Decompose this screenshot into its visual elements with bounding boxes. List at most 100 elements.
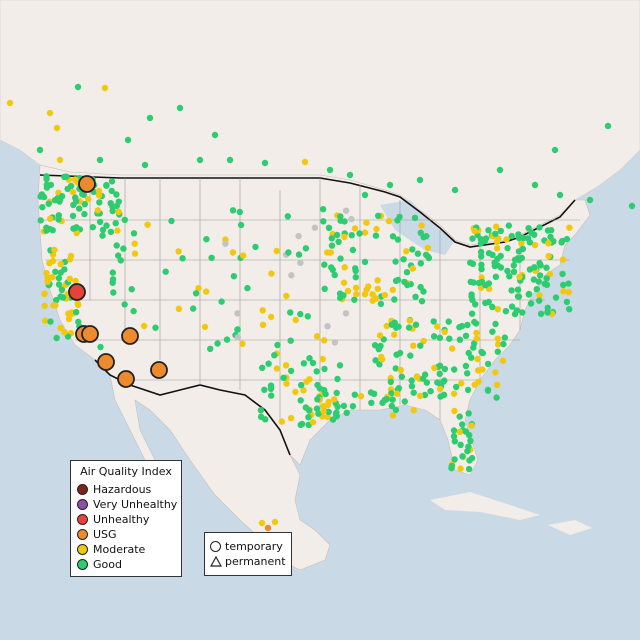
monitor-point[interactable]	[408, 377, 415, 384]
monitor-point[interactable]	[353, 291, 360, 298]
monitor-point[interactable]	[211, 131, 219, 139]
monitor-point[interactable]	[304, 313, 311, 320]
monitor-point[interactable]	[259, 321, 267, 328]
monitor-point[interactable]	[223, 336, 231, 343]
monitor-point[interactable]	[468, 422, 475, 429]
monitor-point[interactable]	[58, 193, 66, 200]
monitor-point[interactable]	[121, 216, 128, 224]
monitor-point[interactable]	[453, 383, 460, 391]
monitor-point[interactable]	[411, 214, 419, 221]
monitor-point[interactable]	[75, 318, 82, 326]
monitor-point[interactable]	[478, 253, 485, 260]
monitor-point[interactable]	[423, 379, 430, 386]
monitor-point[interactable]	[295, 251, 303, 258]
monitor-point[interactable]	[36, 146, 44, 154]
monitor-point[interactable]	[108, 187, 115, 195]
monitor-point[interactable]	[467, 278, 474, 286]
monitor-point[interactable]	[508, 287, 515, 294]
monitor-point[interactable]	[559, 256, 567, 263]
monitor-point[interactable]	[321, 285, 328, 292]
monitor-point[interactable]	[305, 414, 312, 421]
monitor-point[interactable]	[287, 337, 294, 344]
monitor-point[interactable]	[565, 280, 572, 287]
monitor-point[interactable]	[450, 427, 458, 434]
monitor-point[interactable]	[586, 196, 594, 204]
monitor-point[interactable]	[375, 212, 382, 219]
monitor-point[interactable]	[63, 173, 70, 180]
monitor-point[interactable]	[261, 159, 269, 167]
monitor-point[interactable]	[259, 307, 266, 314]
monitor-point[interactable]	[543, 281, 551, 288]
monitor-point[interactable]	[343, 409, 350, 416]
monitor-point[interactable]	[53, 124, 61, 132]
monitor-point[interactable]	[469, 296, 476, 303]
monitor-point[interactable]	[265, 360, 272, 367]
monitor-point[interactable]	[64, 185, 71, 193]
monitor-point[interactable]	[336, 362, 344, 369]
monitor-point[interactable]	[394, 236, 402, 243]
monitor-point[interactable]	[208, 254, 215, 261]
monitor-point[interactable]	[409, 246, 416, 253]
monitor-point[interactable]	[40, 193, 48, 201]
monitor-point[interactable]	[340, 292, 347, 299]
monitor-point[interactable]	[340, 402, 348, 410]
monitor-point[interactable]	[244, 284, 251, 292]
monitor-point[interactable]	[418, 222, 425, 229]
monitor-point[interactable]	[43, 175, 50, 183]
monitor-point[interactable]	[537, 310, 545, 317]
monitor-point[interactable]	[300, 360, 308, 367]
monitor-point[interactable]	[410, 342, 417, 349]
monitor-point[interactable]	[465, 465, 473, 473]
monitor-point[interactable]	[416, 176, 424, 184]
monitor-point[interactable]	[531, 231, 538, 238]
monitor-point[interactable]	[533, 286, 540, 293]
monitor-point[interactable]	[374, 285, 381, 292]
monitor-point[interactable]	[412, 321, 420, 328]
monitor-point[interactable]	[363, 286, 370, 293]
monitor-point[interactable]	[196, 156, 204, 164]
monitor-point[interactable]	[560, 288, 567, 295]
monitor-point[interactable]	[371, 342, 379, 349]
monitor-point[interactable]	[222, 240, 229, 247]
monitor-point[interactable]	[334, 403, 341, 410]
monitor-point[interactable]	[450, 433, 458, 440]
monitor-point[interactable]	[551, 146, 559, 154]
monitor-point[interactable]	[321, 261, 328, 268]
monitor-point[interactable]	[478, 348, 485, 356]
monitor-point[interactable]	[420, 337, 427, 345]
monitor-point[interactable]	[229, 207, 237, 214]
monitor-point[interactable]	[230, 273, 238, 280]
monitor-point[interactable]	[547, 233, 554, 241]
monitor-point[interactable]	[39, 204, 46, 211]
monitor-point[interactable]	[372, 357, 379, 364]
monitor-point[interactable]	[57, 260, 64, 268]
monitor-point[interactable]	[417, 229, 424, 236]
monitor-point[interactable]	[302, 245, 310, 252]
monitor-point[interactable]	[267, 313, 275, 321]
monitor-point[interactable]	[278, 418, 286, 425]
monitor-point[interactable]	[85, 195, 92, 203]
monitor-point[interactable]	[374, 277, 381, 284]
monitor-point[interactable]	[543, 275, 550, 282]
monitor-point[interactable]	[430, 318, 437, 325]
monitor-point[interactable]	[342, 310, 350, 317]
monitor-point[interactable]	[53, 334, 60, 342]
monitor-point[interactable]	[548, 227, 555, 234]
monitor-point[interactable]	[489, 303, 496, 311]
monitor-point[interactable]	[261, 386, 268, 393]
monitor-point[interactable]	[342, 207, 350, 214]
monitor-point[interactable]	[334, 375, 341, 383]
monitor-point[interactable]	[400, 256, 407, 263]
monitor-point[interactable]	[408, 383, 416, 390]
monitor-point[interactable]	[72, 277, 79, 285]
monitor-point[interactable]	[49, 273, 56, 281]
monitor-point[interactable]	[391, 319, 398, 326]
monitor-point[interactable]	[117, 257, 125, 264]
monitor-point[interactable]	[69, 212, 77, 220]
monitor-point[interactable]	[467, 259, 474, 266]
monitor-point[interactable]	[526, 266, 534, 273]
monitor-point[interactable]	[203, 236, 210, 243]
monitor-point[interactable]	[392, 365, 399, 372]
monitor-point[interactable]	[484, 387, 492, 394]
monitor-point[interactable]	[451, 438, 458, 445]
